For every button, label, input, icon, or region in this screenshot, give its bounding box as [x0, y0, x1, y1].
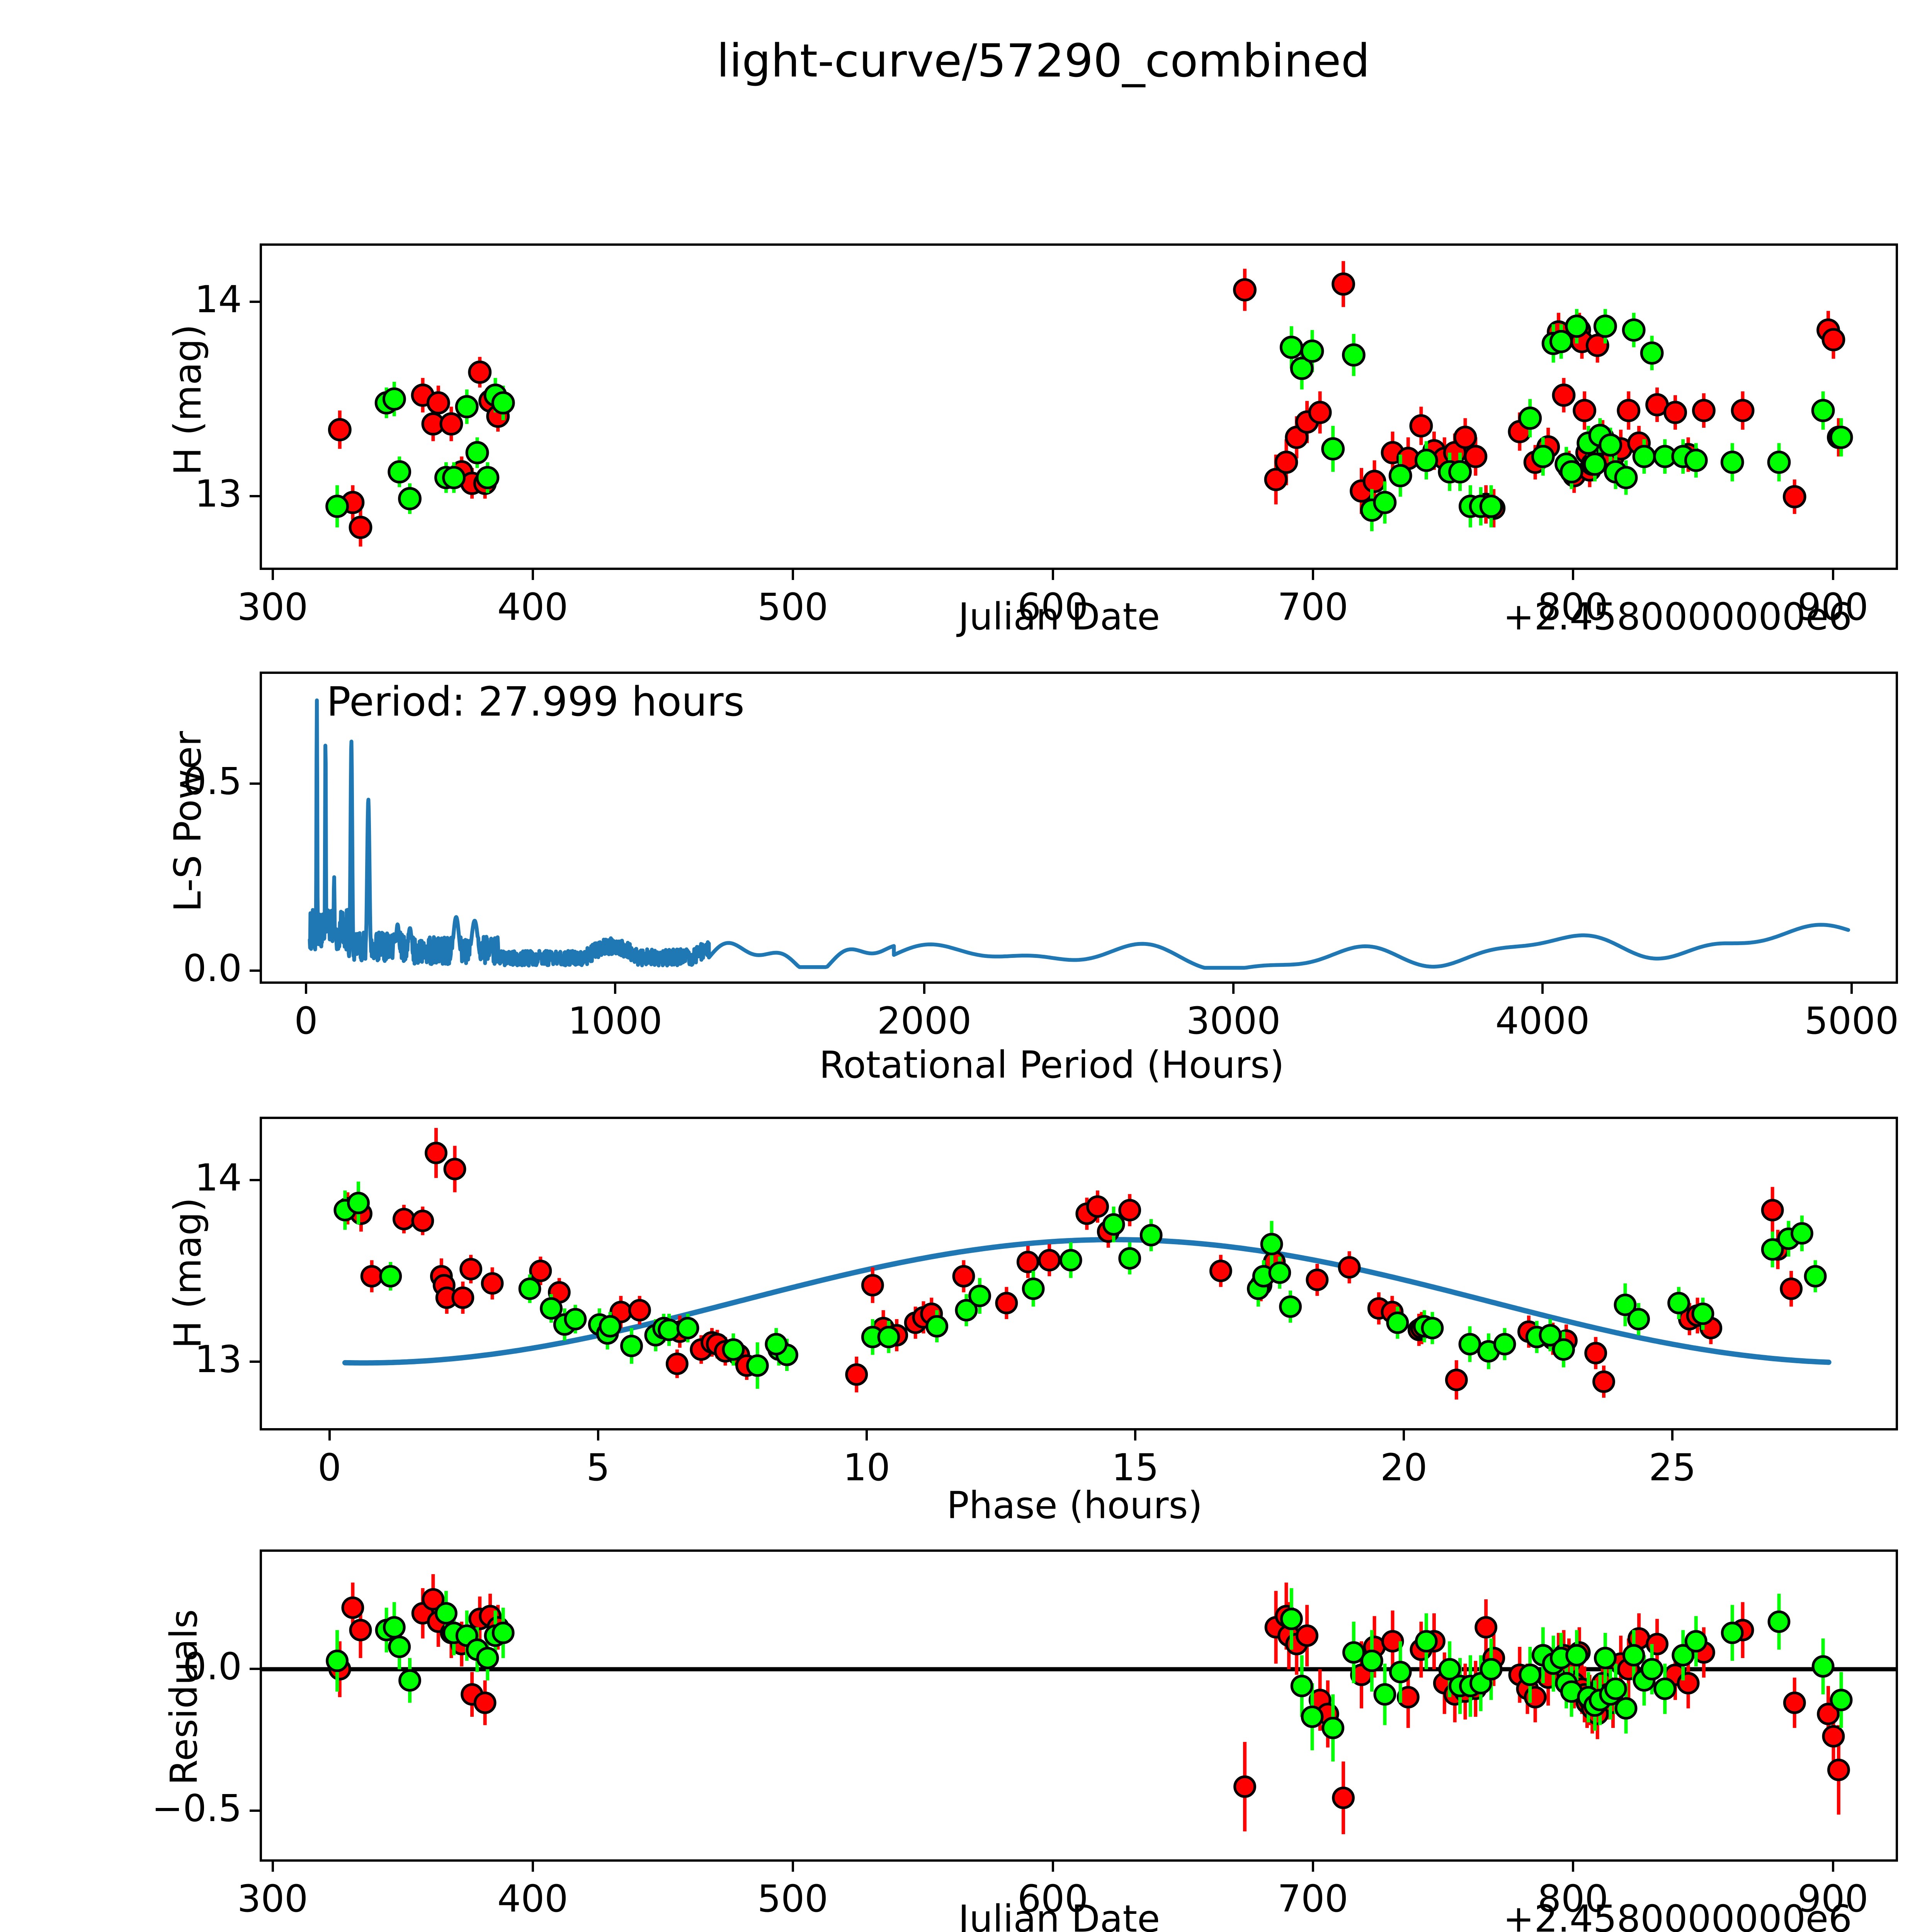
tick-mark [791, 1862, 794, 1872]
periodogram-curve [308, 698, 1850, 970]
residuals-ytick-0: 0.0 [183, 1645, 242, 1688]
tick-mark [1134, 1430, 1136, 1440]
lightcurve-xtick-500: 500 [757, 585, 828, 629]
tick-mark [250, 1179, 260, 1182]
residuals-xtick-700: 700 [1277, 1877, 1349, 1920]
phase-ytick-13: 13 [194, 1337, 242, 1381]
tick-mark [1671, 1430, 1674, 1440]
tick-mark [1311, 1862, 1314, 1872]
tick-mark [1850, 984, 1853, 994]
series-green [325, 309, 1853, 531]
tick-mark [865, 1430, 868, 1440]
tick-mark [1232, 984, 1235, 994]
lightcurve-xtick-700: 700 [1277, 585, 1349, 629]
period-annotation: Period: 27.999 hours [327, 678, 745, 725]
phase-fit-curve [342, 1237, 1832, 1366]
tick-mark [531, 1862, 534, 1872]
periodogram-xtick-0: 0 [294, 999, 318, 1043]
tick-mark [250, 1360, 260, 1363]
panel-lightcurve [260, 243, 1898, 570]
residuals-xtick-300: 300 [237, 1877, 308, 1920]
lightcurve-xtick-300: 300 [237, 585, 308, 629]
residuals-xtick-800: 800 [1537, 1877, 1609, 1920]
lightcurve-ylabel: H (mag) [166, 324, 209, 475]
periodogram-xtick-3000: 3000 [1186, 999, 1281, 1043]
tick-mark [923, 984, 925, 994]
lightcurve-xtick-400: 400 [497, 585, 568, 629]
residuals-plot-area [262, 1574, 1896, 1834]
phase-xtick-5: 5 [586, 1446, 610, 1489]
tick-mark [305, 984, 307, 994]
lightcurve-ytick-14: 14 [194, 277, 242, 321]
phase-xtick-10: 10 [843, 1446, 890, 1489]
panel-residuals [260, 1549, 1898, 1862]
periodogram-xtick-4000: 4000 [1495, 999, 1590, 1043]
tick-mark [1311, 570, 1314, 580]
tick-mark [1832, 570, 1834, 580]
tick-mark [271, 570, 274, 580]
phase-xlabel: Phase (hours) [947, 1484, 1202, 1527]
phase-xtick-0: 0 [318, 1446, 342, 1489]
tick-mark [1051, 570, 1054, 580]
residuals-xtick-500: 500 [757, 1877, 828, 1920]
periodogram-ylabel: L-S Power [166, 731, 209, 912]
tick-mark [328, 1430, 331, 1440]
lightcurve-plot-area [325, 261, 1853, 547]
tick-mark [250, 782, 260, 785]
lightcurve-x-offset-text: +2.4580000000e6 [1503, 595, 1852, 638]
tick-mark [614, 984, 616, 994]
series-green [326, 1588, 1853, 1762]
residuals-ytick--0.5: −0.5 [151, 1786, 242, 1830]
periodogram-plot-area [308, 698, 1850, 970]
phase-plot-area [333, 1128, 1832, 1400]
phase-xtick-25: 25 [1649, 1446, 1696, 1489]
periodogram-xtick-2000: 2000 [877, 999, 972, 1043]
phase-ylabel: H (mag) [166, 1197, 209, 1349]
figure-title: light-curve/57290_combined [716, 34, 1370, 87]
tick-mark [1403, 1430, 1405, 1440]
tick-mark [1541, 984, 1544, 994]
periodogram-ytick-0.5: 0.5 [183, 760, 242, 803]
tick-mark [250, 300, 260, 303]
residuals-xlabel: Julian Date [958, 1897, 1160, 1932]
tick-mark [1571, 570, 1574, 580]
lightcurve-ytick-13: 13 [194, 472, 242, 515]
phase-ytick-14: 14 [194, 1156, 242, 1200]
phase-xtick-20: 20 [1380, 1446, 1428, 1489]
tick-mark [271, 1862, 274, 1872]
residuals-xtick-400: 400 [497, 1877, 568, 1920]
tick-mark [250, 969, 260, 972]
tick-mark [250, 495, 260, 497]
series-green [333, 1181, 1827, 1389]
panel-phase-folded [260, 1117, 1898, 1430]
tick-mark [791, 570, 794, 580]
residuals-x-offset-text: +2.4580000000e6 [1503, 1897, 1852, 1932]
tick-mark [1832, 1862, 1834, 1872]
periodogram-ytick-0.0: 0.0 [183, 947, 242, 990]
residuals-ylabel: Residuals [162, 1609, 206, 1785]
periodogram-xtick-5000: 5000 [1804, 999, 1899, 1043]
lightcurve-xtick-800: 800 [1537, 585, 1609, 629]
lightcurve-xlabel: Julian Date [958, 595, 1160, 638]
periodogram-xtick-1000: 1000 [568, 999, 663, 1043]
tick-mark [1571, 1862, 1574, 1872]
lightcurve-xtick-900: 900 [1798, 585, 1869, 629]
tick-mark [250, 1667, 260, 1670]
tick-mark [531, 570, 534, 580]
lightcurve-xtick-600: 600 [1017, 585, 1088, 629]
tick-mark [250, 1809, 260, 1812]
tick-mark [1051, 1862, 1054, 1872]
series-red [328, 261, 1850, 547]
residuals-xtick-600: 600 [1017, 1877, 1088, 1920]
tick-mark [597, 1430, 599, 1440]
residuals-xtick-900: 900 [1798, 1877, 1869, 1920]
panel-periodogram [260, 672, 1898, 984]
phase-xtick-15: 15 [1111, 1446, 1159, 1489]
periodogram-xlabel: Rotational Period (Hours) [819, 1043, 1284, 1087]
